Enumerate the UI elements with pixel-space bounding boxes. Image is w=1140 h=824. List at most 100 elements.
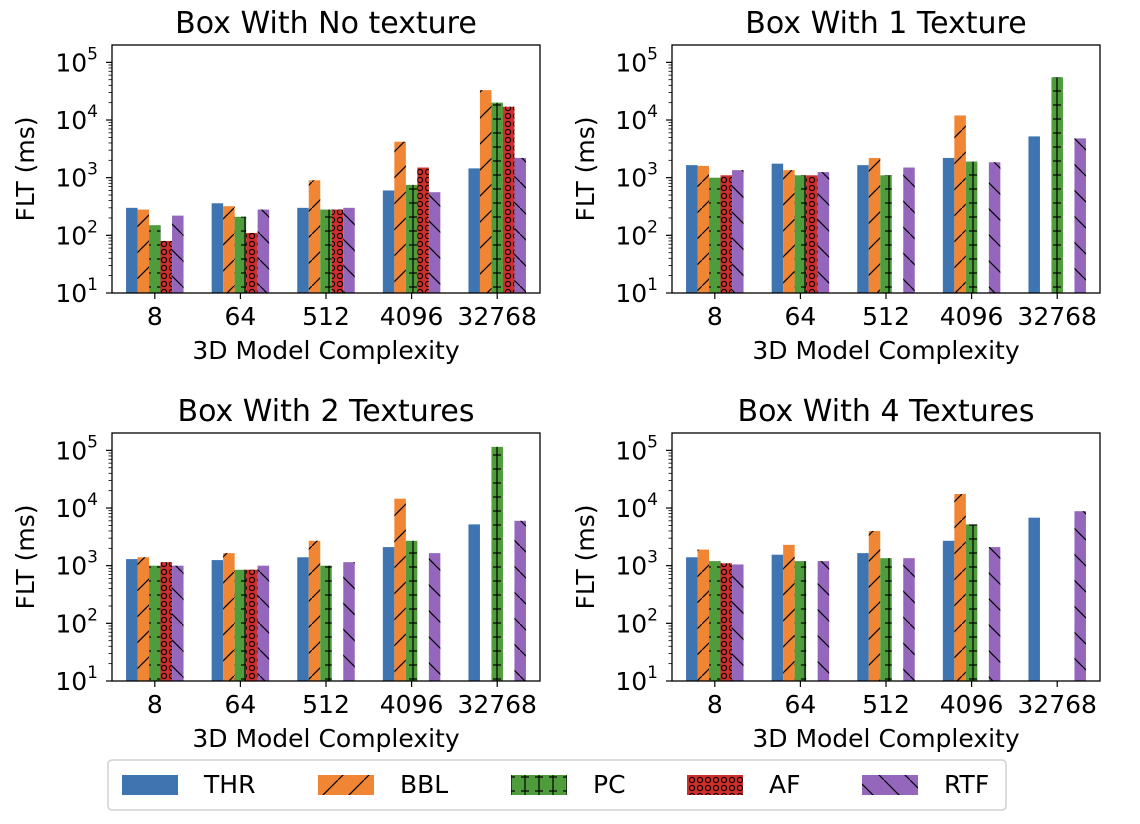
bar-hatch-rtf-32768 [514,157,526,293]
y-tick-exponent: 5 [87,44,98,64]
legend-item-thr: THR [122,770,255,799]
x-tick-label: 512 [862,302,910,331]
legend-swatch-hatch [862,775,918,795]
y-tick-base: 10 [55,436,87,465]
x-tick-label: 4096 [940,302,1004,331]
legend-item-bbl: BBL [318,770,448,799]
y-tick-label: 103 [55,548,98,581]
y-tick-base: 10 [55,609,87,638]
bar-hatch-bbl-64 [783,544,795,681]
legend-swatch-hatch [687,775,743,795]
chart-title: Box With 1 Texture [745,6,1026,41]
bar-hatch-bbl-8 [697,549,710,681]
bar-hatch-rtf-8 [732,564,744,681]
x-tick-label: 4096 [380,302,444,331]
y-tick-label: 101 [55,275,98,308]
legend-swatch-hatch [511,775,567,795]
y-tick-label: 105 [615,44,658,77]
bar-hatch-af-64 [246,569,258,681]
y-tick-exponent: 2 [647,605,658,625]
bar-thr-64 [211,560,224,681]
bar-hatch-rtf-4096 [428,192,441,293]
bar-thr-512 [297,557,309,681]
y-tick-label: 103 [615,160,658,193]
y-tick-base: 10 [615,279,647,308]
y-tick-exponent: 5 [647,432,658,452]
y-tick-exponent: 5 [647,44,658,64]
y-tick-base: 10 [615,494,647,523]
bar-hatch-af-4096 [417,167,429,293]
bar-hatch-pc-4096 [965,161,978,293]
bar-hatch-bbl-8 [137,209,150,293]
y-tick-base: 10 [615,552,647,581]
x-tick-label: 512 [302,302,350,331]
bar-hatch-pc-64 [794,561,807,681]
bar-hatch-pc-4096 [965,524,978,681]
bar-hatch-pc-512 [880,558,892,681]
bar-thr-4096 [382,547,395,681]
x-tick-label: 32768 [1017,302,1097,331]
y-tick-label: 105 [55,44,98,77]
bar-thr-64 [211,203,224,293]
y-axis-label: FLT (ms) [571,117,600,222]
bar-hatch-af-8 [160,562,173,681]
bar-hatch-rtf-32768 [1074,138,1086,293]
bar-thr-64 [771,554,784,681]
bar-thr-32768 [468,524,480,681]
x-tick-label: 8 [707,302,723,331]
x-tick-label: 32768 [457,302,537,331]
bar-hatch-rtf-32768 [514,520,526,681]
bar-hatch-rtf-512 [343,562,355,681]
legend-swatch [122,775,178,795]
y-tick-exponent: 2 [87,217,98,237]
y-axis-label: FLT (ms) [11,117,40,222]
bar-hatch-bbl-8 [697,165,710,293]
y-tick-base: 10 [615,164,647,193]
bar-hatch-bbl-4096 [954,115,966,293]
y-tick-base: 10 [55,221,87,250]
y-tick-exponent: 1 [647,663,658,683]
bar-hatch-bbl-64 [223,553,235,681]
x-axis-label: 3D Model Complexity [192,336,460,365]
legend-label: AF [769,770,800,799]
y-tick-exponent: 3 [647,160,658,180]
x-tick-label: 512 [302,690,350,719]
bar-hatch-bbl-64 [223,206,235,293]
bar-hatch-pc-8 [709,177,721,293]
y-tick-exponent: 4 [647,490,658,510]
bar-hatch-rtf-64 [817,172,830,293]
bar-thr-8 [686,165,698,293]
bar-thr-512 [857,165,869,293]
bar-thr-8 [126,559,138,681]
y-tick-label: 103 [615,548,658,581]
x-tick-label: 4096 [380,690,444,719]
x-tick-label: 32768 [457,690,537,719]
bar-hatch-rtf-8 [172,215,184,293]
bar-hatch-rtf-8 [172,565,184,681]
bar-hatch-rtf-4096 [988,162,1001,293]
bar-hatch-pc-64 [234,216,247,293]
bar-thr-32768 [1028,136,1040,293]
y-tick-exponent: 3 [647,548,658,568]
bar-hatch-pc-4096 [405,540,418,681]
y-tick-base: 10 [615,106,647,135]
y-tick-label: 101 [615,275,658,308]
x-axis-label: 3D Model Complexity [752,724,1020,753]
bar-hatch-bbl-4096 [394,141,406,293]
bar-hatch-af-8 [720,563,733,681]
y-tick-base: 10 [615,609,647,638]
bar-hatch-bbl-32768 [479,90,492,293]
bar-hatch-pc-512 [320,565,332,681]
bar-thr-512 [297,207,309,293]
bar-hatch-bbl-64 [783,170,795,293]
y-tick-exponent: 4 [87,102,98,122]
y-axis-label: FLT (ms) [571,505,600,610]
y-tick-base: 10 [55,667,87,696]
bar-hatch-bbl-8 [137,557,150,681]
y-tick-base: 10 [55,279,87,308]
legend-item-rtf: RTF [862,770,989,799]
bar-hatch-pc-512 [320,209,332,293]
legend-item-pc: PC [511,770,626,799]
